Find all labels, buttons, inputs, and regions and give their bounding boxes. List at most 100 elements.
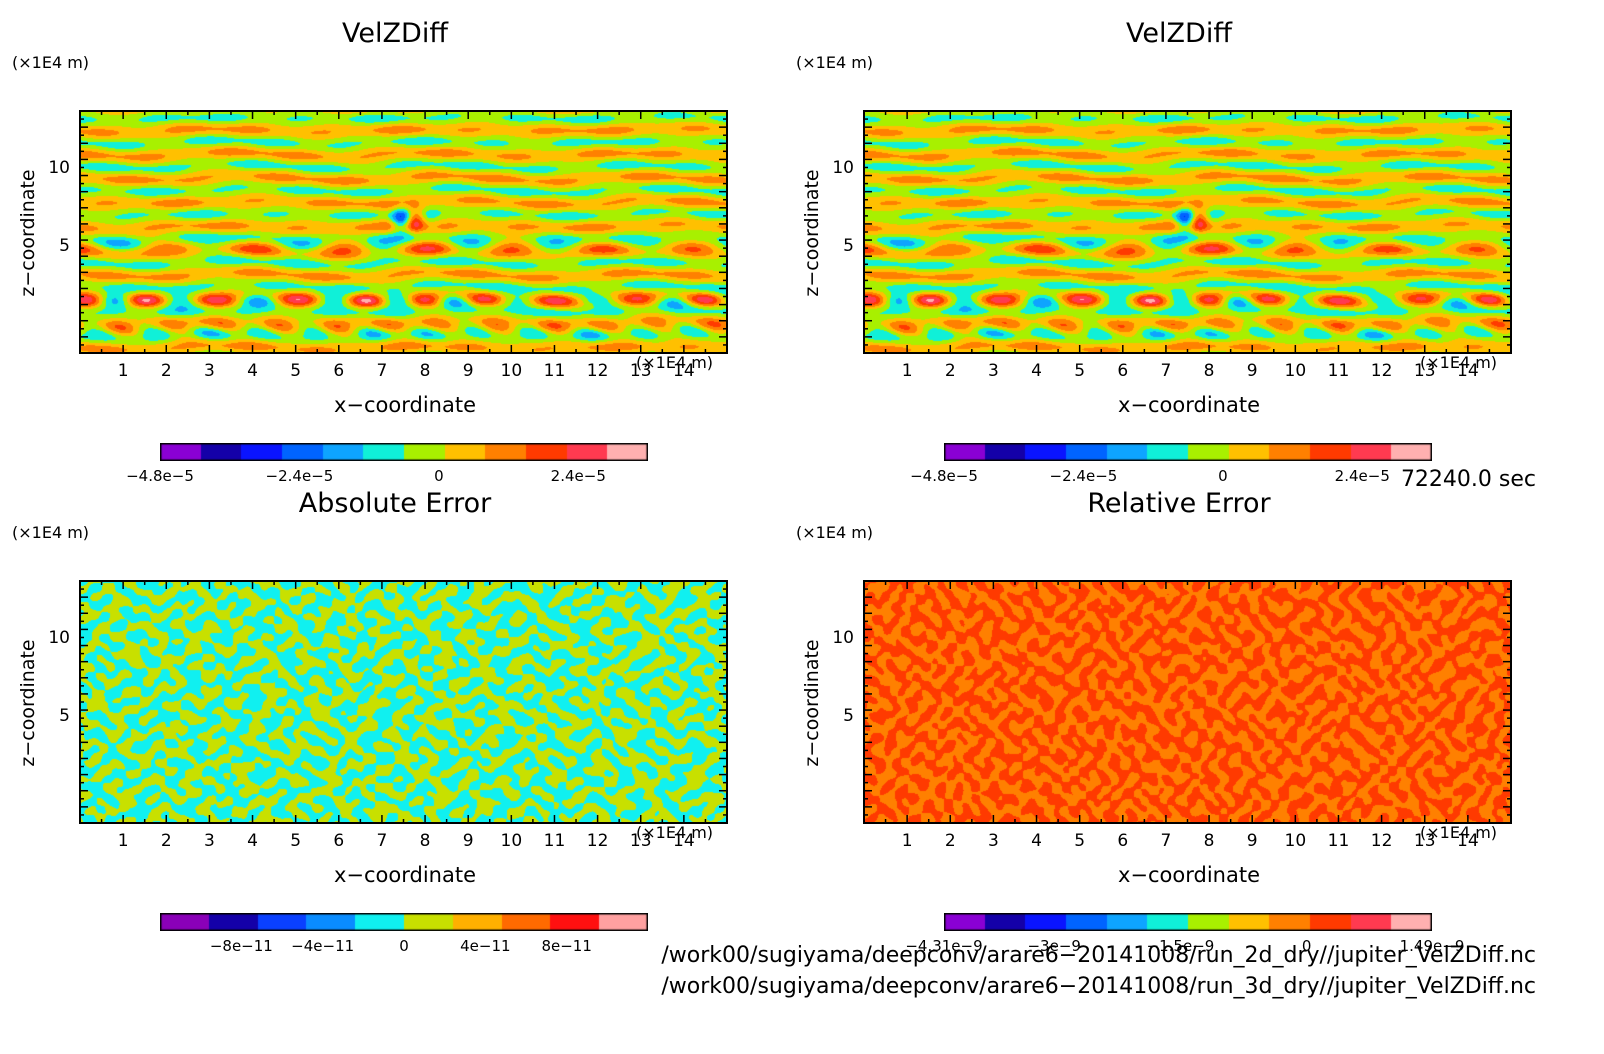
colorbar bbox=[944, 913, 1432, 931]
time-label: 72240.0 sec bbox=[1400, 467, 1536, 492]
y-axis-label: z−coordinate bbox=[801, 639, 823, 767]
x-tick-label: 1 bbox=[117, 361, 129, 381]
colorbar-tick-label: 2.4e−5 bbox=[1334, 467, 1390, 485]
x-tick-label: 3 bbox=[987, 831, 999, 851]
x-axis-label: x−coordinate bbox=[1117, 393, 1261, 417]
y-tick-10: 10 bbox=[832, 628, 854, 648]
x-unit-label: (×1E4 m) bbox=[636, 823, 714, 842]
y-tick-5: 5 bbox=[59, 706, 70, 726]
x-tick-label: 12 bbox=[586, 361, 609, 381]
x-tick-label: 9 bbox=[1246, 361, 1258, 381]
colorbar-tick-label: 8e−11 bbox=[541, 937, 592, 955]
colorbar-tick-label: −4.8e−5 bbox=[126, 467, 194, 485]
heatmap-field bbox=[80, 581, 727, 823]
y-unit-label: (×1E4 m) bbox=[796, 53, 874, 72]
x-tick-label: 11 bbox=[1327, 831, 1350, 851]
y-unit-label: (×1E4 m) bbox=[12, 53, 90, 72]
x-unit-label: (×1E4 m) bbox=[1420, 823, 1498, 842]
colorbar-tick-label: 0 bbox=[1218, 467, 1228, 485]
y-unit-label: (×1E4 m) bbox=[796, 523, 874, 542]
y-tick-5: 5 bbox=[59, 236, 70, 256]
x-tick-label: 4 bbox=[1031, 831, 1042, 851]
colorbar bbox=[944, 443, 1432, 461]
x-tick-label: 5 bbox=[290, 361, 302, 381]
x-tick-label: 12 bbox=[586, 831, 609, 851]
y-axis-label: z−coordinate bbox=[17, 169, 39, 297]
x-tick-label: 8 bbox=[419, 361, 431, 381]
x-axis-label: x−coordinate bbox=[1117, 863, 1261, 887]
x-tick-label: 11 bbox=[543, 361, 566, 381]
x-tick-label: 1 bbox=[117, 831, 129, 851]
chart-title: Absolute Error bbox=[298, 488, 492, 519]
heatmap-field bbox=[864, 111, 1511, 353]
x-tick-label: 4 bbox=[247, 831, 258, 851]
x-tick-label: 2 bbox=[160, 831, 172, 851]
x-tick-label: 7 bbox=[376, 361, 388, 381]
x-tick-label: 1 bbox=[901, 831, 913, 851]
colorbar-tick-label: −4.31e−9 bbox=[905, 937, 983, 955]
colorbar-tick-label: −2.4e−5 bbox=[265, 467, 334, 485]
x-tick-label: 9 bbox=[462, 831, 474, 851]
x-tick-label: 5 bbox=[1074, 831, 1086, 851]
x-tick-label: 13 bbox=[1413, 361, 1436, 381]
x-tick-label: 6 bbox=[333, 361, 345, 381]
x-tick-label: 13 bbox=[629, 361, 652, 381]
x-tick-label: 10 bbox=[500, 831, 523, 851]
chart-panel-relative-error: Relative Error (×1E4 m) z−coordinate 10 … bbox=[784, 488, 1564, 968]
file-path-3d: /work00/sugiyama/deepconv/arare6−2014100… bbox=[661, 974, 1536, 999]
x-tick-label: 2 bbox=[944, 831, 956, 851]
x-tick-label: 13 bbox=[1413, 831, 1436, 851]
heatmap-field bbox=[80, 111, 727, 353]
x-tick-label: 3 bbox=[203, 361, 215, 381]
x-tick-label: 6 bbox=[1117, 831, 1129, 851]
y-tick-5: 5 bbox=[843, 236, 854, 256]
x-tick-label: 14 bbox=[673, 361, 695, 381]
colorbar-tick-label: 0 bbox=[399, 937, 409, 955]
x-tick-label: 1 bbox=[901, 361, 913, 381]
x-tick-label: 14 bbox=[1457, 361, 1479, 381]
x-tick-label: 8 bbox=[1203, 831, 1215, 851]
colorbar bbox=[160, 443, 648, 461]
colorbar-tick-label: −1.5e−9 bbox=[1146, 937, 1215, 955]
x-tick-label: 6 bbox=[333, 831, 345, 851]
x-tick-label: 5 bbox=[1074, 361, 1086, 381]
colorbar-tick-label: 0 bbox=[434, 467, 444, 485]
x-tick-label: 3 bbox=[203, 831, 215, 851]
colorbar-tick-label: −8e−11 bbox=[209, 937, 273, 955]
colorbar bbox=[160, 913, 648, 931]
x-tick-label: 7 bbox=[376, 831, 388, 851]
chart-title: VelZDiff bbox=[1126, 18, 1232, 49]
file-path-2d: /work00/sugiyama/deepconv/arare6−2014100… bbox=[661, 943, 1536, 968]
x-tick-label: 4 bbox=[1031, 361, 1042, 381]
heatmap-field bbox=[864, 581, 1511, 823]
x-tick-label: 2 bbox=[160, 361, 172, 381]
x-tick-label: 2 bbox=[944, 361, 956, 381]
x-unit-label: (×1E4 m) bbox=[1420, 353, 1498, 372]
x-tick-label: 12 bbox=[1370, 361, 1393, 381]
y-unit-label: (×1E4 m) bbox=[12, 523, 90, 542]
x-tick-label: 8 bbox=[419, 831, 431, 851]
x-tick-label: 14 bbox=[673, 831, 695, 851]
x-tick-label: 14 bbox=[1457, 831, 1479, 851]
x-tick-label: 10 bbox=[1284, 361, 1307, 381]
x-tick-label: 11 bbox=[1327, 361, 1350, 381]
x-tick-label: 9 bbox=[462, 361, 474, 381]
x-unit-label: (×1E4 m) bbox=[636, 353, 714, 372]
y-axis-label: z−coordinate bbox=[801, 169, 823, 297]
colorbar-tick-label: 0 bbox=[1301, 937, 1312, 955]
y-tick-10: 10 bbox=[832, 158, 854, 178]
chart-title: Relative Error bbox=[1087, 488, 1271, 519]
x-tick-label: 12 bbox=[1370, 831, 1393, 851]
x-tick-label: 7 bbox=[1160, 831, 1172, 851]
x-tick-label: 7 bbox=[1160, 361, 1172, 381]
colorbar-tick-label: −4e−11 bbox=[291, 937, 355, 955]
chart-panel-absolute-error: Absolute Error (×1E4 m) z−coordinate 10 … bbox=[0, 488, 780, 968]
x-axis-label: x−coordinate bbox=[333, 863, 477, 887]
colorbar-tick-label: 1.49e−9 bbox=[1399, 937, 1465, 955]
chart-title: VelZDiff bbox=[342, 18, 448, 49]
x-tick-label: 13 bbox=[629, 831, 652, 851]
x-tick-label: 3 bbox=[987, 361, 999, 381]
x-axis-label: x−coordinate bbox=[333, 393, 477, 417]
